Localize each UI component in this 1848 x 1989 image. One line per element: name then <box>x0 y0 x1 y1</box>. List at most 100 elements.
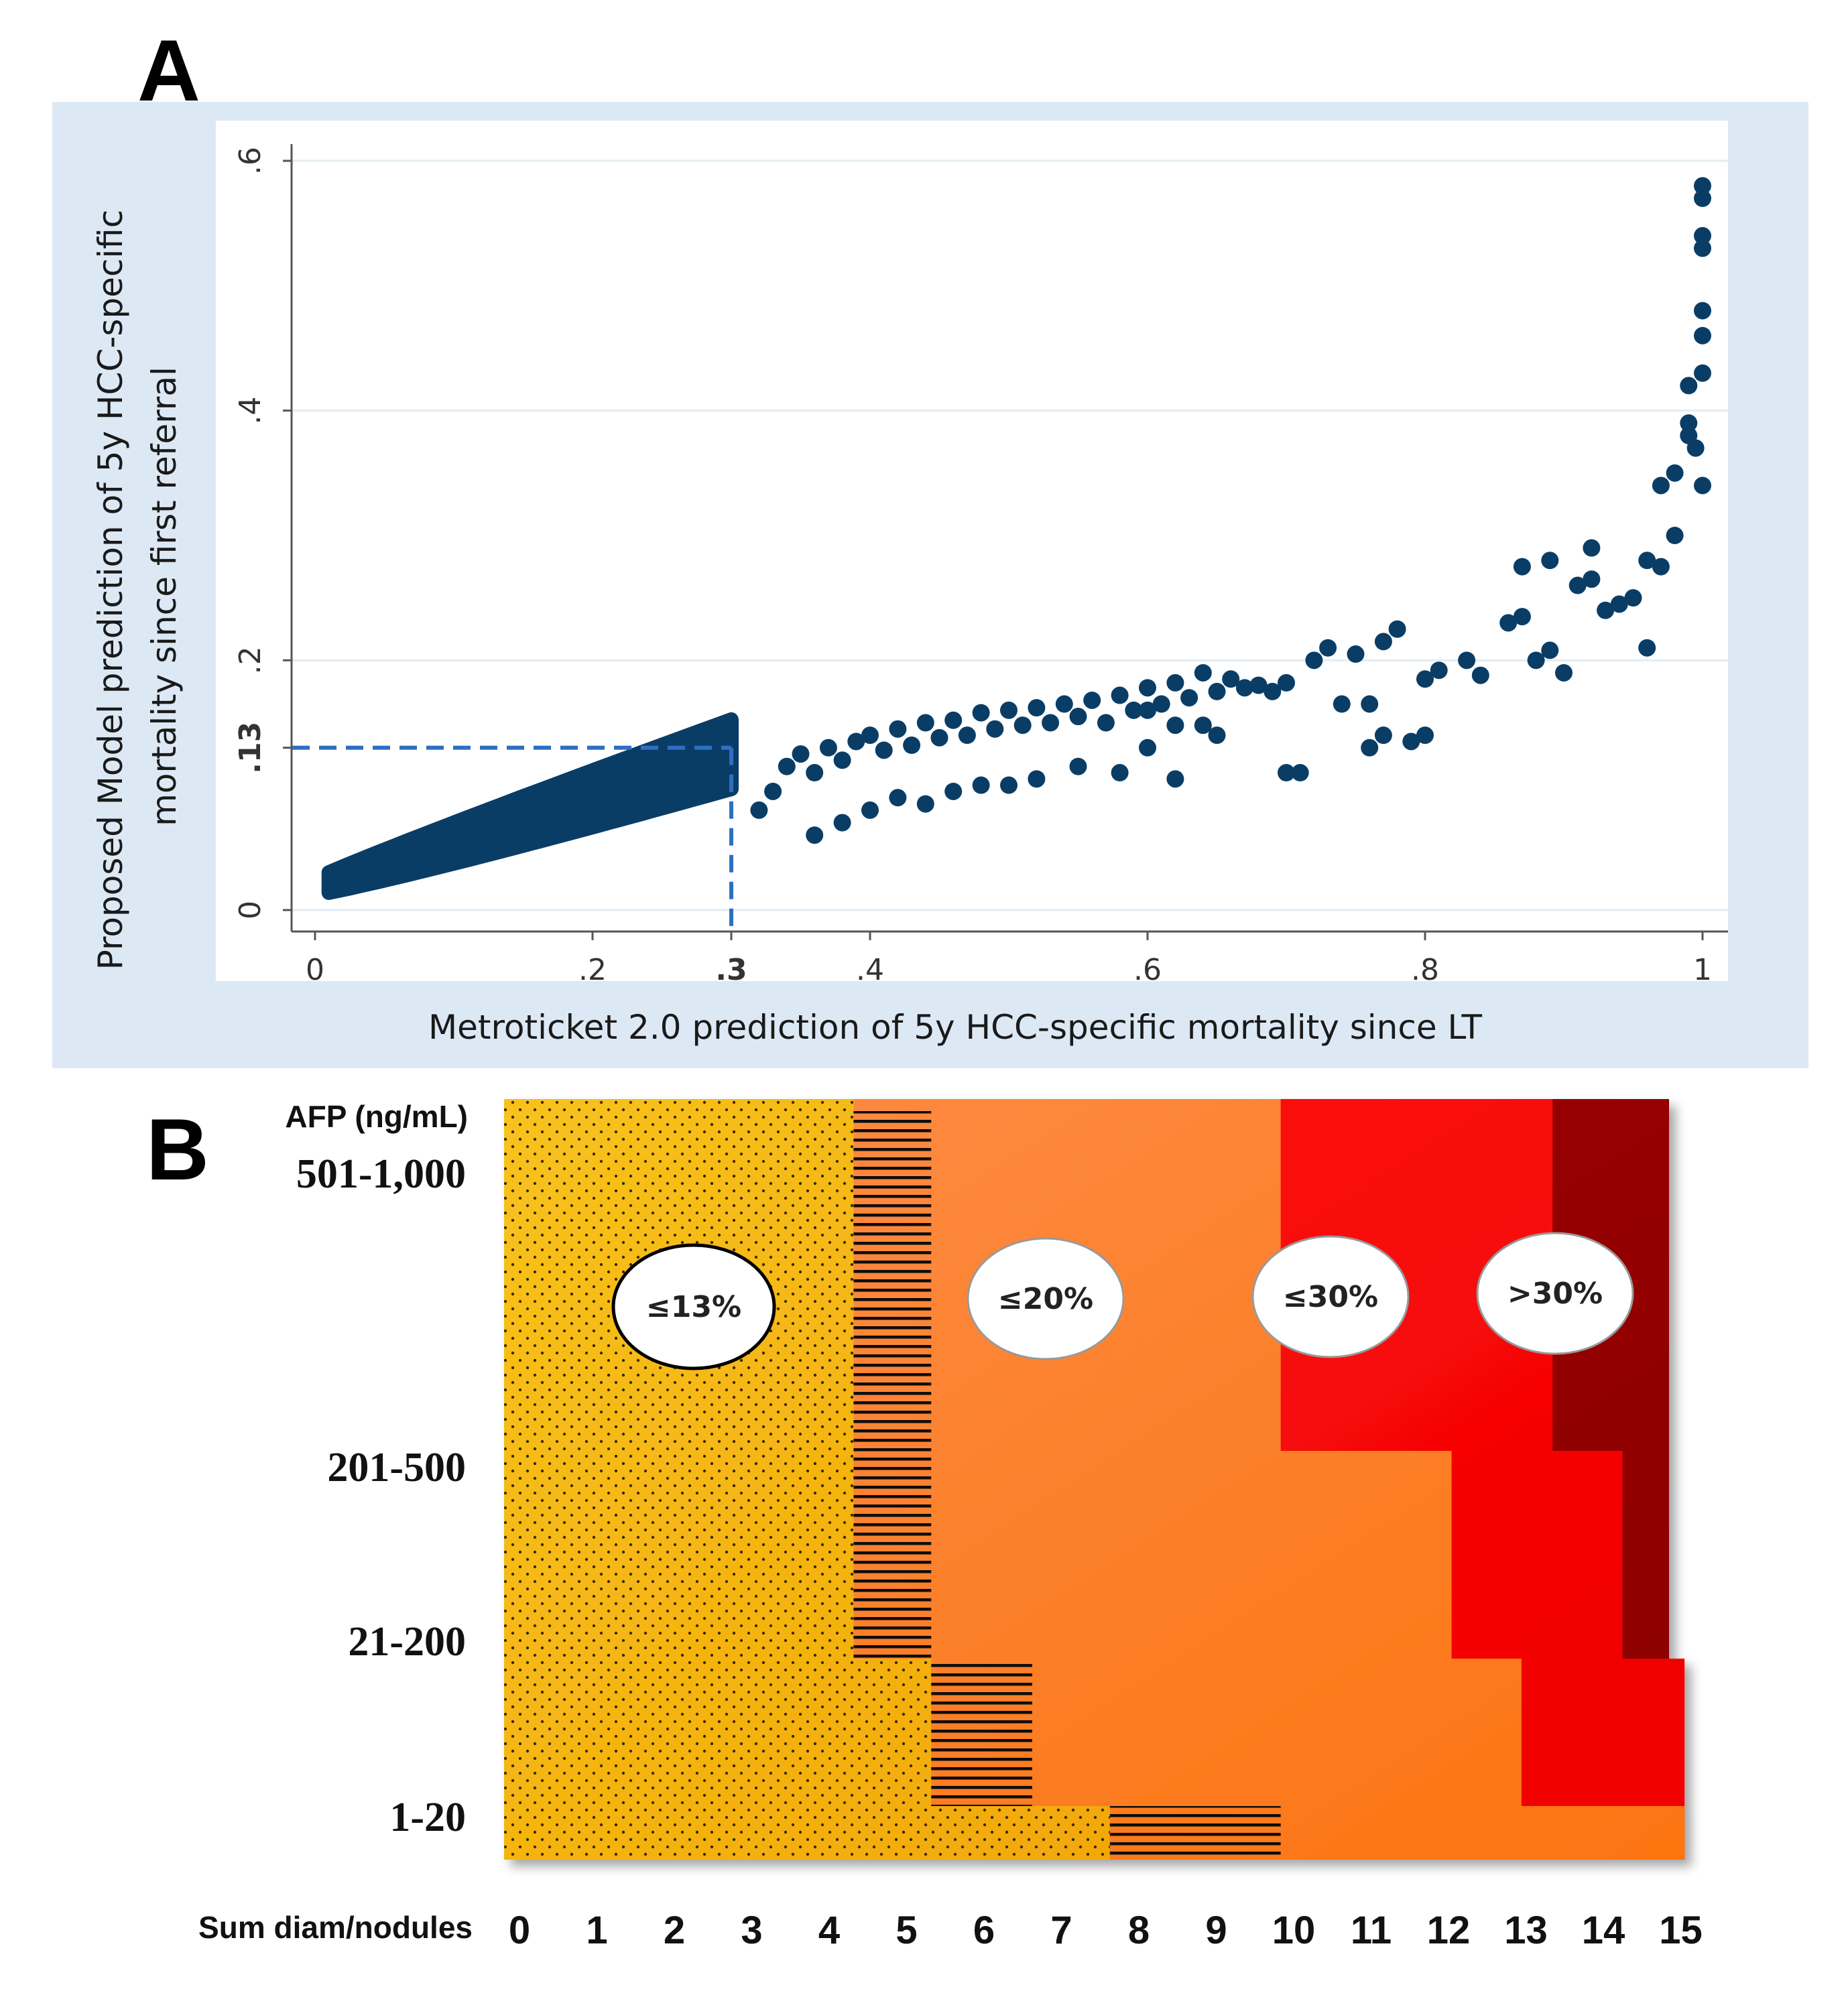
column-label: 4 <box>818 1909 840 1952</box>
scatter-point <box>1388 620 1406 638</box>
scatter-point <box>1416 670 1434 688</box>
risk-bubble-label: ≤30% <box>1283 1280 1378 1314</box>
risk-bubble-label: >30% <box>1507 1277 1603 1311</box>
scatter-point <box>1624 589 1642 607</box>
scatter-point <box>1166 673 1184 692</box>
scatter-point <box>1694 239 1711 257</box>
column-label: 5 <box>896 1909 917 1952</box>
panel-b-letter: B <box>146 1100 209 1198</box>
scatter-point <box>1125 701 1143 719</box>
scatter-point <box>972 776 990 794</box>
y-tick-label: .6 <box>233 147 267 175</box>
risk-bubble-label: ≤13% <box>646 1290 741 1324</box>
scatter-point <box>1638 552 1656 570</box>
scatter-point <box>1374 726 1392 745</box>
scatter-point <box>1666 464 1684 482</box>
y-tick-label: .13 <box>233 722 267 774</box>
scatter-point <box>861 801 879 819</box>
panel-b-risk-labels: ≤13% ≤20% ≤30% >30% <box>611 1232 1634 1370</box>
scatter-point <box>1055 695 1073 713</box>
scatter-point <box>1694 302 1711 320</box>
scatter-point <box>1208 726 1226 745</box>
panel-a-reference-lines <box>292 745 733 932</box>
scatter-point <box>903 736 921 755</box>
scatter-point <box>1305 651 1323 669</box>
x-tick-label: .8 <box>1411 953 1439 987</box>
scatter-point <box>1208 682 1226 700</box>
scatter-point <box>806 764 824 782</box>
scatter-point <box>1139 701 1156 719</box>
scatter-point <box>972 704 990 722</box>
scatter-point <box>1333 695 1351 713</box>
scatter-point <box>1152 695 1170 713</box>
column-label: 12 <box>1427 1909 1471 1952</box>
scatter-point <box>1471 666 1489 684</box>
scatter-point <box>1694 326 1711 344</box>
x-tick-label: .4 <box>856 953 884 987</box>
scatter-point <box>1694 177 1711 195</box>
panel-b-x-header: Sum diam/nodules <box>198 1910 473 1945</box>
scatter-point <box>1194 716 1212 734</box>
scatter-point <box>1555 663 1573 682</box>
scatter-point <box>944 782 963 800</box>
x-tick-label: .2 <box>578 953 607 987</box>
scatter-point <box>958 726 976 745</box>
x-tick-label: .6 <box>1133 953 1162 987</box>
panel-a-axes <box>290 144 1728 933</box>
column-label: 0 <box>509 1909 530 1952</box>
scatter-point <box>1361 695 1379 713</box>
scatter-point <box>1000 701 1018 719</box>
column-label: 15 <box>1659 1909 1703 1952</box>
scatter-point <box>889 789 907 807</box>
y-tick-label: .2 <box>233 646 267 674</box>
panel-a-points <box>750 177 1711 844</box>
scatter-point <box>833 751 851 769</box>
scatter-point <box>1652 558 1670 576</box>
scatter-point <box>1249 676 1268 694</box>
panel-b-column-labels: 0 1 2 3 4 5 6 7 8 9 10 11 12 13 14 15 <box>509 1909 1703 1952</box>
scatter-point <box>1694 364 1711 382</box>
hatched-transition-strip <box>853 1451 932 1659</box>
scatter-point <box>1180 689 1198 707</box>
scatter-point <box>1194 663 1212 682</box>
scatter-point <box>1638 639 1656 657</box>
scatter-point <box>1680 377 1698 395</box>
column-label: 1 <box>586 1909 607 1952</box>
scatter-point <box>944 711 963 729</box>
scatter-point <box>1291 764 1309 782</box>
scatter-point <box>1430 661 1448 680</box>
column-label: 14 <box>1582 1909 1625 1952</box>
scatter-point <box>1028 770 1046 788</box>
x-tick-label: 0 <box>306 953 324 987</box>
scatter-point <box>1347 645 1365 663</box>
panel-b-y-header: AFP (ng/mL) <box>285 1099 468 1134</box>
scatter-point <box>1361 739 1379 757</box>
scatter-point <box>1513 558 1531 576</box>
scatter-point <box>889 720 907 738</box>
scatter-point <box>1278 764 1295 782</box>
row-label: 201-500 <box>327 1445 466 1490</box>
scatter-point <box>750 801 768 819</box>
scatter-point <box>1541 552 1559 570</box>
panel-b-row-labels: 501-1,000 201-500 21-200 1-20 <box>296 1151 466 1840</box>
scatter-point <box>1402 732 1420 751</box>
scatter-point <box>1694 227 1711 245</box>
scatter-point <box>1416 726 1434 745</box>
column-label: 2 <box>664 1909 685 1952</box>
risk-bubble <box>1476 1232 1634 1355</box>
scatter-point <box>1583 539 1601 557</box>
scatter-point <box>847 732 865 751</box>
column-label: 9 <box>1205 1909 1227 1952</box>
scatter-point <box>916 714 934 732</box>
scatter-point <box>1042 714 1060 732</box>
panel-b-heatmap <box>504 1099 1685 1860</box>
scatter-point <box>1666 527 1684 544</box>
scatter-point <box>1319 639 1337 657</box>
scatter-point <box>1166 770 1184 788</box>
panel-a-y-axis-title-line2: mortality since first referral <box>145 367 184 826</box>
scatter-point <box>875 741 893 759</box>
hatched-transition-strip <box>931 1659 1032 1806</box>
scatter-point <box>1139 679 1156 697</box>
risk-bubble <box>611 1243 776 1370</box>
